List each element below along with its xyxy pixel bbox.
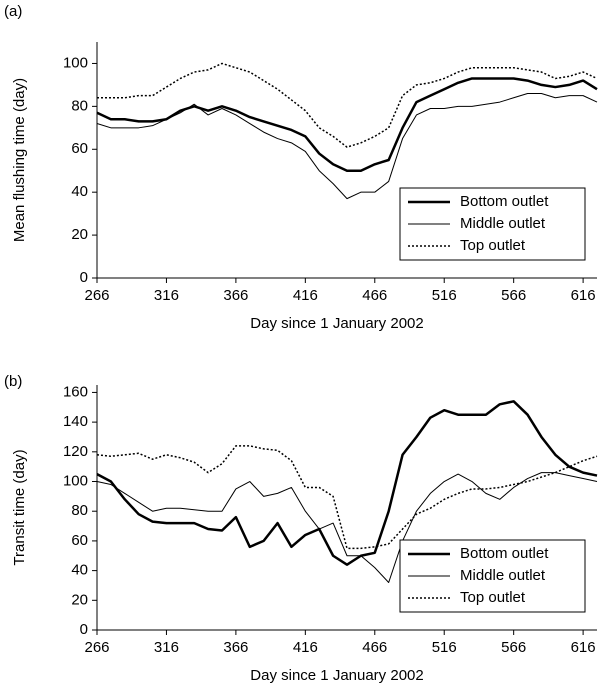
x-axis-label: Day since 1 January 2002 (250, 315, 423, 332)
series-line (97, 62, 598, 148)
series-line (96, 92, 598, 200)
y-tick-label: 160 (63, 383, 88, 400)
legend-label: Bottom outlet (460, 545, 549, 562)
x-tick-label: 616 (571, 287, 596, 304)
y-tick-label: 20 (71, 591, 88, 608)
x-tick-label: 366 (223, 639, 248, 656)
x-tick-label: 316 (154, 287, 179, 304)
x-tick-label: 616 (571, 639, 596, 656)
y-axis-label: Transit time (day) (11, 449, 28, 565)
series-line (96, 472, 598, 583)
series-line (96, 445, 598, 550)
y-tick-label: 60 (71, 140, 88, 157)
x-tick-label: 366 (223, 287, 248, 304)
y-tick-label: 60 (71, 532, 88, 549)
y-tick-label: 0 (80, 269, 88, 286)
x-tick-label: 266 (84, 287, 109, 304)
legend: Bottom outlet Middle outlet Top outlet (399, 539, 586, 613)
legend-label: Top outlet (460, 237, 526, 254)
x-tick-label: 266 (84, 639, 109, 656)
y-tick-label: 20 (71, 226, 88, 243)
y-tick-label: 40 (71, 562, 88, 579)
x-tick-label: 416 (293, 287, 318, 304)
y-tick-label: 120 (63, 443, 88, 460)
x-tick-label: 566 (501, 287, 526, 304)
panel-label: (b) (4, 373, 22, 390)
series-line (96, 77, 598, 172)
y-tick-label: 140 (63, 413, 88, 430)
legend-label: Bottom outlet (460, 193, 549, 210)
x-tick-label: 416 (293, 639, 318, 656)
y-tick-label: 40 (71, 183, 88, 200)
y-tick-label: 0 (80, 621, 88, 638)
x-tick-label: 516 (432, 639, 457, 656)
x-tick-label: 516 (432, 287, 457, 304)
y-axis-label: Mean flushing time (day) (11, 78, 28, 242)
legend-label: Middle outlet (460, 215, 546, 232)
x-tick-label: 316 (154, 639, 179, 656)
y-tick-label: 80 (71, 502, 88, 519)
legend-box (399, 539, 586, 613)
series-line (96, 400, 598, 566)
legend-label: Top outlet (460, 589, 526, 606)
x-tick-label: 566 (501, 639, 526, 656)
legend: Bottom outlet Middle outlet Top outlet (399, 187, 586, 261)
x-tick-label: 466 (362, 639, 387, 656)
y-tick-label: 80 (71, 97, 88, 114)
legend-label: Middle outlet (460, 567, 546, 584)
x-axis-label: Day since 1 January 2002 (250, 667, 423, 684)
y-tick-label: 100 (63, 472, 88, 489)
y-tick-label: 100 (63, 54, 88, 71)
x-tick-label: 466 (362, 287, 387, 304)
panel-label: (a) (4, 3, 22, 20)
